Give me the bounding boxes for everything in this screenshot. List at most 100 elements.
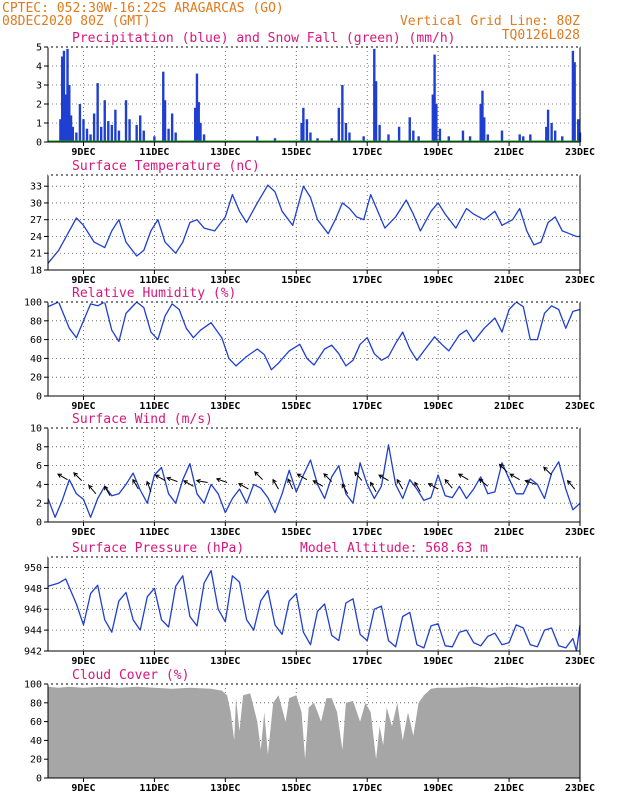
precip-bar — [518, 134, 521, 142]
wind-xtick-label: 15DEC — [281, 527, 311, 538]
temp-ytick-label: 18 — [30, 266, 42, 277]
precip-xtick-label: 19DEC — [423, 147, 453, 158]
precip-bar — [571, 50, 575, 142]
precip-bar — [500, 130, 504, 142]
wind-xtick-label: 11DEC — [139, 527, 169, 538]
rh-panel: 0 20 40 60 80 100 9DEC 11DEC 13DEC 15DEC 17DEC 19DE… — [24, 286, 595, 412]
wind-ytick-label: 2 — [36, 499, 42, 510]
precip-bar — [468, 136, 472, 142]
precip-bar — [64, 94, 67, 142]
precip-bar — [199, 123, 202, 142]
press-xtick-label: 19DEC — [423, 656, 453, 667]
precip-bar — [139, 115, 142, 142]
precip-bar — [167, 128, 170, 142]
cloud-ytick-label: 0 — [36, 774, 42, 785]
temp-ytick-label: 33 — [30, 182, 42, 193]
precip-bar — [433, 54, 436, 142]
wind-arrow — [543, 466, 552, 476]
temp-ytick-label: 21 — [30, 249, 42, 260]
precip-xtick-label: 9DEC — [71, 147, 95, 158]
rh-xtick-label: 17DEC — [352, 401, 382, 412]
precip-bar — [344, 123, 348, 142]
press-xtick-label: 13DEC — [210, 656, 240, 667]
wind-arrow — [215, 477, 228, 483]
precip-bar — [378, 124, 381, 142]
precip-xtick-label: 11DEC — [139, 147, 169, 158]
press-title: Surface Pressure (hPa) — [72, 541, 244, 556]
precip-bar — [447, 136, 450, 142]
wind-arrow — [566, 479, 576, 490]
wind-arrow — [272, 478, 279, 490]
wind-arrow — [427, 483, 439, 490]
cloud-cover-area — [48, 686, 580, 778]
wind-arrow — [370, 481, 377, 493]
precip-bar — [546, 109, 550, 142]
precip-bar — [82, 119, 85, 142]
precip-bar — [479, 104, 482, 142]
precip-bar — [316, 138, 319, 142]
wind-arrow — [354, 471, 363, 481]
precip-xtick-label: 17DEC — [352, 147, 382, 158]
rh-ytick-label: 20 — [30, 373, 42, 384]
precip-bar — [412, 130, 415, 142]
precip-bar — [195, 73, 199, 142]
rh-xtick-label: 11DEC — [139, 401, 169, 412]
wind-arrow — [146, 480, 152, 493]
wind-arrow — [478, 478, 489, 487]
wind-ytick-label: 4 — [36, 480, 42, 491]
precip-xtick-label: 23DEC — [565, 147, 595, 158]
press-xtick-label: 11DEC — [139, 656, 169, 667]
rh-xtick-label: 19DEC — [423, 401, 453, 412]
cloud-title: Cloud Cover (%) — [72, 668, 189, 683]
wind-arrow — [323, 473, 333, 482]
wind-xtick-label: 13DEC — [210, 527, 240, 538]
precip-ytick-label: 2 — [36, 100, 42, 111]
rh-title: Relative Humidity (%) — [72, 286, 236, 301]
precip-bar — [117, 130, 121, 142]
precip-bar — [197, 102, 200, 142]
precip-bar — [387, 134, 390, 142]
precip-bar — [110, 124, 114, 142]
rh-ytick-label: 80 — [30, 316, 42, 327]
wind-arrow — [132, 478, 139, 490]
precip-bar — [89, 134, 92, 142]
cloud-xtick-label: 9DEC — [71, 783, 95, 794]
wind-xtick-label: 23DEC — [565, 527, 595, 538]
wind-arrow — [457, 473, 469, 481]
precip-bar — [573, 62, 576, 143]
precip-xtick-label: 21DEC — [494, 147, 524, 158]
wind-xtick-label: 21DEC — [494, 527, 524, 538]
press-xtick-label: 23DEC — [565, 656, 595, 667]
precip-bar — [142, 130, 145, 142]
wind-arrow — [195, 478, 208, 484]
header-grid-line: Vertical Grid Line: 80Z — [400, 14, 580, 29]
precip-bar — [302, 107, 305, 142]
wind-ytick-label: 10 — [30, 424, 42, 435]
wind-arrow — [414, 481, 421, 493]
precip-bar — [529, 134, 532, 142]
precip-bar — [124, 100, 128, 142]
precip-ytick-label: 0 — [36, 138, 42, 149]
wind-panel: 0 2 4 6 8 10 9DEC 11DEC 13DEC 15DEC 17DEC 19DEC 21DE… — [30, 412, 595, 538]
precip-bar — [550, 123, 553, 142]
header-station-line: CPTEC: 052:30W-16:22S ARAGARCAS (GO) — [2, 1, 284, 16]
cloud-ytick-label: 100 — [24, 680, 42, 691]
precip-bar — [135, 124, 138, 142]
press-xtick-label: 9DEC — [71, 656, 95, 667]
precip-bar — [103, 100, 106, 142]
cloud-xtick-label: 11DEC — [139, 783, 169, 794]
precip-bar — [114, 109, 117, 142]
wind-arrow — [524, 479, 536, 485]
wind-xtick-label: 17DEC — [352, 527, 382, 538]
temp-ytick-label: 30 — [30, 198, 42, 209]
precip-bar — [408, 117, 411, 142]
wind-arrow — [312, 480, 324, 487]
wind-arrow — [396, 478, 404, 490]
rh-ytick-label: 100 — [24, 298, 42, 309]
cloud-ytick-label: 80 — [30, 698, 42, 709]
temp-xtick-label: 19DEC — [423, 275, 453, 286]
temp-xtick-label: 21DEC — [494, 275, 524, 286]
rh-xtick-label: 23DEC — [565, 401, 595, 412]
press-ytick-label: 946 — [24, 605, 42, 616]
precip-bar — [486, 134, 489, 142]
